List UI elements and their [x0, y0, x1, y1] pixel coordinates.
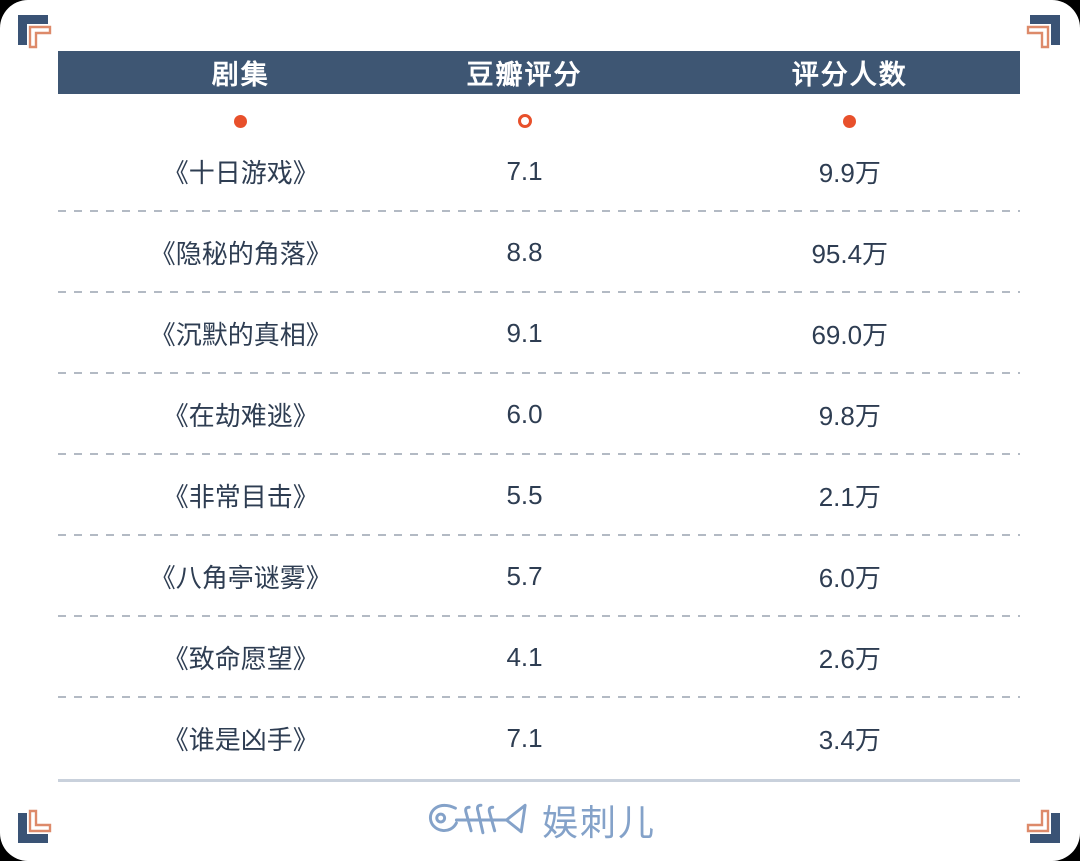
rating-count: 9.9万 [818, 158, 881, 188]
column-header-score: 豆瓣评分 [466, 60, 583, 90]
filled-dot-icon [843, 115, 857, 128]
douban-score: 7.1 [506, 156, 543, 186]
corner-bracket-icon [18, 15, 52, 49]
rating-count: 69.0万 [811, 320, 889, 350]
table-row: 《非常目击》 5.5 2.1万 [58, 455, 1020, 536]
douban-score: 5.5 [506, 480, 543, 510]
table-row: 《致命愿望》 4.1 2.6万 [58, 617, 1020, 698]
table-header: 剧集 豆瓣评分 评分人数 [58, 51, 1020, 94]
douban-score: 9.1 [506, 318, 543, 348]
table-row: 《十日游戏》 7.1 9.9万 [58, 131, 1020, 212]
douban-score: 4.1 [506, 642, 543, 672]
hollow-dot-icon [517, 114, 532, 128]
series-title: 《谁是凶手》 [162, 725, 319, 755]
brand-name: 娱刺儿 [541, 802, 656, 843]
corner-bracket-icon [1026, 809, 1060, 843]
corner-bracket-icon [1026, 15, 1060, 49]
corner-bracket-icon [18, 809, 52, 843]
ratings-table: 剧集 豆瓣评分 评分人数 《十日游戏》 7.1 9.9万 《隐秘的角落》 8.8… [58, 51, 1020, 782]
column-header-series: 剧集 [211, 60, 270, 90]
table-row: 《在劫难逃》 6.0 9.8万 [58, 374, 1020, 455]
rating-count: 2.1万 [818, 482, 881, 512]
table-row: 《沉默的真相》 9.1 69.0万 [58, 293, 1020, 374]
series-title: 《在劫难逃》 [162, 401, 319, 431]
rating-count: 3.4万 [818, 725, 881, 755]
douban-score: 8.8 [506, 237, 543, 267]
table-row: 《谁是凶手》 7.1 3.4万 [58, 698, 1020, 779]
table-row: 《隐秘的角落》 8.8 95.4万 [58, 212, 1020, 293]
fishbone-icon [428, 803, 527, 835]
series-title: 《非常目击》 [162, 482, 319, 512]
douban-score: 5.7 [506, 561, 543, 591]
rating-count: 9.8万 [818, 401, 881, 431]
series-title: 《十日游戏》 [162, 158, 319, 188]
series-title: 《沉默的真相》 [149, 320, 332, 350]
douban-score: 6.0 [506, 399, 543, 429]
douban-score: 7.1 [506, 723, 543, 753]
series-title: 《隐秘的角落》 [149, 239, 332, 269]
series-title: 《八角亭谜雾》 [149, 563, 332, 593]
rating-count: 95.4万 [811, 239, 889, 269]
series-title: 《致命愿望》 [162, 644, 319, 674]
rating-count: 2.6万 [818, 644, 881, 674]
column-header-raters: 评分人数 [791, 60, 908, 90]
rating-count: 6.0万 [818, 563, 881, 593]
filled-dot-icon [234, 115, 248, 128]
brand-logo: 娱刺儿 [0, 794, 1080, 846]
column-markers [58, 94, 1020, 131]
table-row: 《八角亭谜雾》 5.7 6.0万 [58, 536, 1020, 617]
